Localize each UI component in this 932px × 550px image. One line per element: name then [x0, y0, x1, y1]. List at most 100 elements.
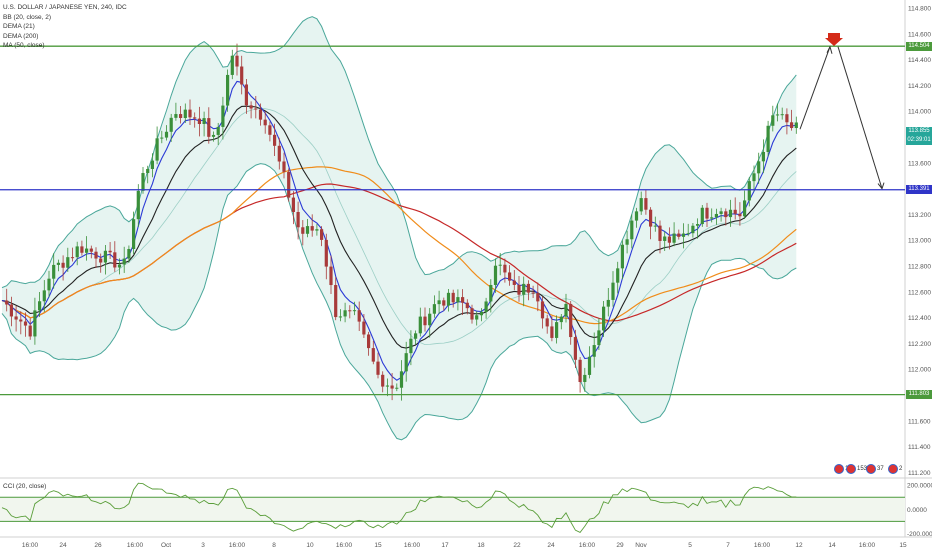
candle-body	[545, 318, 549, 327]
candle-body	[606, 299, 610, 307]
x-tick-label: 16:00	[336, 542, 353, 549]
candle-body	[211, 134, 216, 137]
candle-body	[743, 200, 747, 217]
x-tick-label: 8	[272, 542, 276, 549]
candle-body	[381, 374, 385, 387]
cci-tick-label: -200.0000	[907, 531, 932, 538]
candle-body	[305, 226, 310, 234]
indicator-dema200[interactable]: DEMA (200)	[3, 32, 39, 40]
y-tick-label: 114.800	[908, 6, 931, 13]
candle-body	[587, 356, 592, 375]
candle-body	[249, 105, 253, 109]
candle-body	[146, 168, 150, 174]
candle-body	[686, 233, 690, 235]
candle-body	[5, 300, 9, 305]
flag-icon	[866, 464, 876, 474]
x-tick-label: 10	[306, 542, 314, 549]
candle-body	[80, 246, 84, 253]
projection-down-line[interactable]	[837, 46, 883, 189]
candle-body	[644, 198, 648, 210]
indicator-bb[interactable]: BB (20, close, 2)	[3, 13, 52, 21]
candle-body	[329, 266, 333, 286]
candle-body	[451, 292, 455, 303]
candle-body	[343, 310, 347, 317]
x-tick-label: 14	[828, 542, 836, 549]
x-tick-label: 18	[477, 542, 485, 549]
candle-body	[155, 138, 159, 161]
candle-body	[785, 114, 789, 123]
candle-body	[164, 131, 169, 138]
projection-up-line[interactable]	[799, 46, 831, 130]
candle-body	[132, 219, 136, 250]
candle-body	[320, 229, 324, 240]
arrow-down-head	[877, 182, 885, 190]
candle-body	[465, 302, 469, 309]
candle-body	[244, 84, 248, 106]
y-tick-label: 112.600	[908, 289, 931, 296]
event-flag-4[interactable]: 2	[888, 464, 902, 474]
candle-body	[489, 284, 493, 302]
candle-body	[371, 348, 375, 362]
level-label-top: 114.504	[906, 42, 932, 51]
event-flag-3[interactable]: 37	[866, 464, 884, 474]
x-tick-label: 16:00	[22, 542, 39, 549]
candle-body	[61, 262, 65, 268]
candle-body	[653, 225, 657, 227]
candle-body	[771, 115, 775, 126]
candle-body	[625, 239, 629, 245]
candle-body	[710, 217, 714, 219]
candle-body	[531, 292, 535, 294]
x-tick-label: 26	[94, 542, 102, 549]
x-tick-label: 5	[688, 542, 692, 549]
flag-icon	[888, 464, 898, 474]
candle-body	[14, 316, 18, 320]
candle-body	[202, 118, 206, 125]
x-tick-label: 16:00	[404, 542, 421, 549]
candle-body	[747, 181, 751, 201]
x-tick-label: 15	[899, 542, 907, 549]
flag-icon	[846, 464, 856, 474]
x-tick-label: 16:00	[859, 542, 876, 549]
candle-body	[470, 308, 474, 320]
candle-body	[761, 151, 765, 162]
candle-body	[667, 236, 671, 243]
candle-body	[367, 334, 371, 349]
candle-body	[197, 118, 201, 125]
event-flag-2[interactable]: 153	[846, 464, 867, 474]
down-arrow-icon[interactable]	[825, 33, 843, 46]
candle-body	[207, 118, 211, 137]
y-tick-label: 113.600	[908, 160, 931, 167]
candle-body	[691, 225, 695, 234]
chart-legend: U.S. DOLLAR / JAPANESE YEN, 240, IDC BB …	[3, 3, 127, 51]
candle-body	[127, 249, 131, 259]
indicator-dema21[interactable]: DEMA (21)	[3, 23, 35, 30]
bollinger-lower-line	[1, 163, 797, 441]
candle-body	[385, 385, 389, 387]
candle-body	[226, 74, 230, 106]
bollinger-band-fill	[2, 16, 797, 440]
y-tick-label: 114.000	[908, 109, 931, 116]
x-tick-label: 16:00	[754, 542, 771, 549]
arrow-up-head	[826, 45, 833, 54]
candle-body	[38, 301, 42, 311]
candle-body	[414, 333, 418, 339]
candle-body	[56, 262, 60, 265]
y-tick-label: 112.000	[908, 367, 931, 374]
y-tick-label: 114.400	[908, 57, 931, 64]
candle-body	[794, 122, 798, 129]
candle-body	[362, 321, 366, 335]
candle-body	[526, 283, 530, 293]
candle-body	[475, 315, 479, 320]
candle-body	[160, 137, 164, 139]
candle-body	[578, 359, 582, 382]
indicator-ma50[interactable]: MA (50, close)	[3, 42, 45, 49]
candle-body	[634, 211, 639, 221]
candle-body	[409, 338, 413, 354]
candle-body	[334, 285, 338, 318]
candle-body	[592, 345, 596, 357]
candle-body	[663, 236, 667, 241]
candle-body	[66, 257, 70, 268]
x-tick-label: 24	[59, 542, 67, 549]
y-tick-label: 111.400	[908, 444, 931, 451]
